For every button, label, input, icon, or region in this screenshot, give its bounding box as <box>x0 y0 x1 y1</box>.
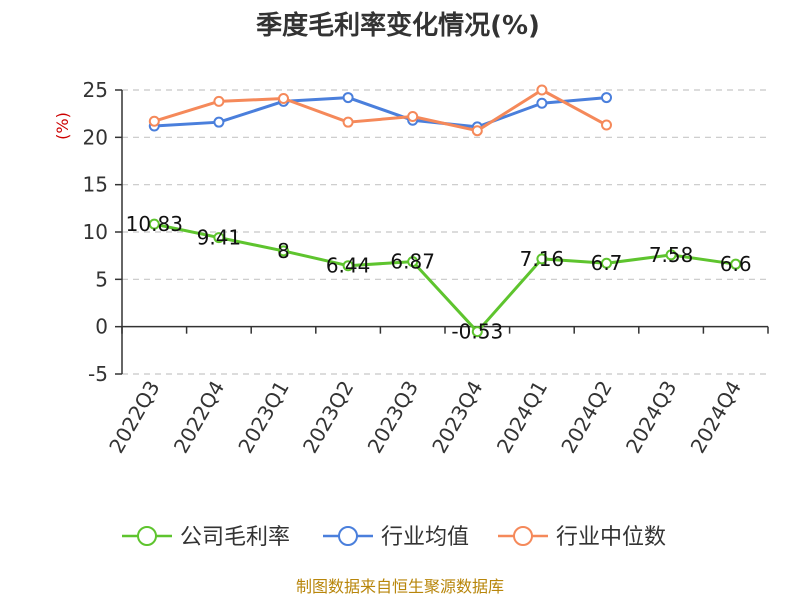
series-0-point-2 <box>278 245 289 257</box>
x-tick-label-6: 2024Q1 <box>492 377 552 458</box>
x-tick-label-8: 2024Q3 <box>621 377 681 458</box>
chart-title: 季度毛利率变化情况(%) <box>256 10 540 41</box>
series-2-point-6 <box>536 84 548 96</box>
grid-lines <box>122 89 768 375</box>
series-0-point-8 <box>665 249 677 261</box>
series-1-point-1 <box>213 116 225 128</box>
legend-label-2: 行业中位数 <box>556 525 666 550</box>
series-1-point-6 <box>536 97 548 109</box>
x-tick-label-3: 2023Q2 <box>298 377 358 458</box>
series-0-point-6 <box>536 253 548 265</box>
data-label-8: 7.58 <box>649 243 694 267</box>
data-label-7: 6.7 <box>591 251 623 275</box>
y-tick-label-5: 20 <box>83 125 108 149</box>
axes <box>115 89 769 375</box>
series-0-point-0 <box>148 218 160 230</box>
series-2-point-3 <box>342 116 354 128</box>
series-line-2 <box>153 88 608 133</box>
series-2 <box>148 84 612 137</box>
series-2-point-5 <box>471 125 483 137</box>
series-0-point-9 <box>730 258 742 270</box>
data-label-3: 6.44 <box>326 254 371 278</box>
y-tick-label-0: -5 <box>88 362 108 386</box>
y-tick-label-3: 10 <box>83 220 108 244</box>
x-tick-label-2: 2023Q1 <box>233 377 293 458</box>
series-0: 10.83 9.41 8 6.44 6.87 -0.53 7.16 6.7 7.58 6.6 <box>126 212 752 344</box>
data-label-2: 8 <box>277 239 290 263</box>
x-tick-label-7: 2024Q2 <box>556 377 616 458</box>
legend: 公司毛利率 行业均值 行业中位数 <box>122 525 666 550</box>
series-0-point-1 <box>213 232 225 244</box>
legend-label-0: 公司毛利率 <box>180 525 290 550</box>
y-tick-labels: -5 0 5 10 15 20 25 <box>83 78 108 386</box>
series-2-point-4 <box>407 111 419 123</box>
x-tick-label-1: 2022Q4 <box>169 377 229 458</box>
x-tick-labels: 2022Q3 2022Q4 2023Q1 2023Q2 2023Q3 2023Q4 2024… <box>104 377 746 458</box>
series-2-point-0 <box>148 115 160 127</box>
legend-label-1: 行业均值 <box>381 525 469 550</box>
y-axis-label: (%) <box>53 112 72 140</box>
legend-marker-0 <box>137 526 157 546</box>
series-1-point-3 <box>342 92 354 104</box>
y-tick-label-4: 15 <box>83 173 108 197</box>
series-2-point-1 <box>213 95 225 107</box>
x-tick-label-0: 2022Q3 <box>104 377 164 458</box>
y-tick-label-2: 5 <box>95 267 108 291</box>
data-label-5: -0.53 <box>451 320 503 344</box>
series-line-1 <box>154 96 607 129</box>
data-label-4: 6.87 <box>390 250 435 274</box>
series-2-point-2 <box>278 93 289 105</box>
data-label-0: 10.83 <box>126 212 183 236</box>
y-tick-label-1: 0 <box>95 315 108 339</box>
data-label-9: 6.6 <box>720 252 752 276</box>
x-tick-label-4: 2023Q3 <box>363 377 423 458</box>
data-label-1: 9.41 <box>197 226 242 250</box>
data-label-6: 7.16 <box>520 247 565 271</box>
series-layer: 10.83 9.41 8 6.44 6.87 -0.53 7.16 6.7 7.58 6.6 <box>126 84 752 344</box>
series-line-0 <box>153 222 736 334</box>
series-0-point-5 <box>471 326 483 338</box>
y-tick-label-6: 25 <box>83 78 108 102</box>
series-2-point-7 <box>601 119 612 131</box>
source-note: 制图数据来自恒生聚源数据库 <box>296 577 504 596</box>
x-tick-label-5: 2023Q4 <box>427 377 487 458</box>
series-1-point-7 <box>601 92 612 104</box>
legend-item-1[interactable]: 行业均值 <box>323 525 469 550</box>
x-tick-label-9: 2024Q4 <box>686 377 746 458</box>
legend-item-2[interactable]: 行业中位数 <box>498 525 666 550</box>
legend-marker-2 <box>513 526 533 546</box>
series-0-point-7 <box>601 257 612 269</box>
series-0-point-3 <box>342 260 354 272</box>
legend-marker-1 <box>338 526 358 546</box>
legend-item-0[interactable]: 公司毛利率 <box>122 525 290 550</box>
series-0-point-4 <box>407 256 419 268</box>
